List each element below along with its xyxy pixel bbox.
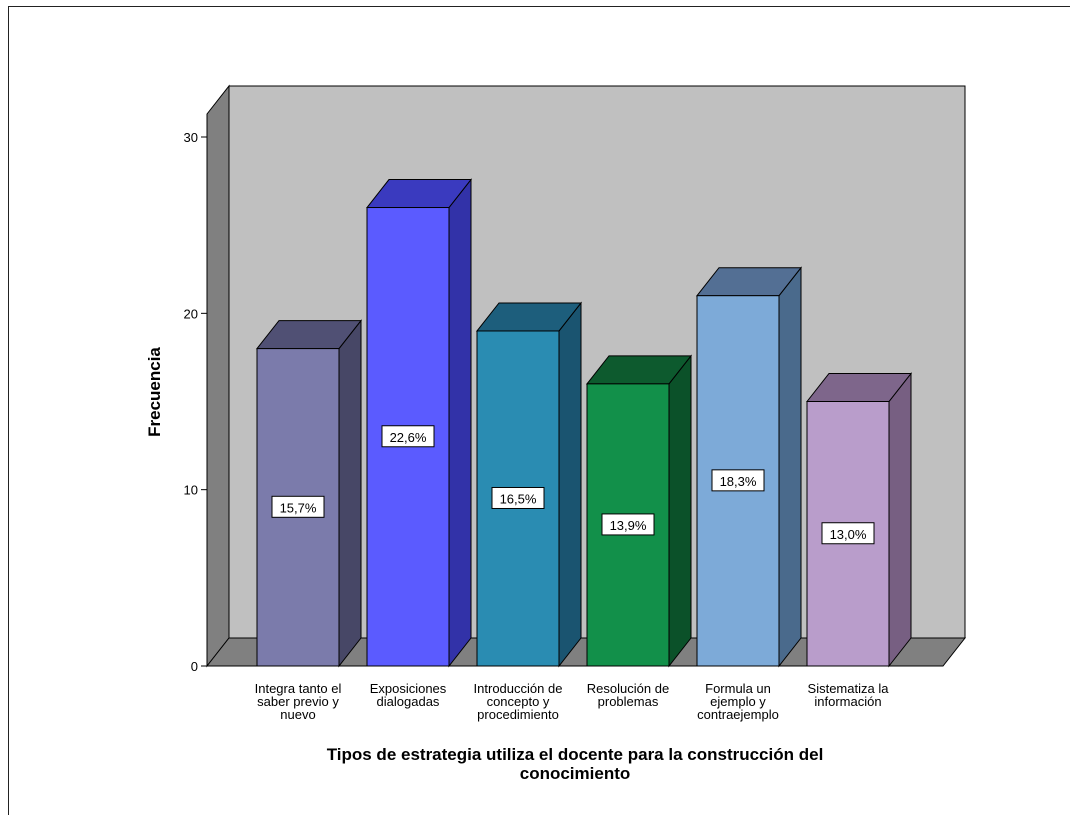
data-label: 15,7% — [280, 500, 317, 515]
data-label-box — [271, 495, 325, 518]
y-tick-label: 20 — [184, 306, 198, 321]
data-label-box — [821, 522, 875, 545]
category-label: Introducción de concepto y procedimiento — [474, 681, 563, 722]
bar-side — [888, 372, 912, 668]
bars: 15,7% 22,6% 16,5% 13,9% 18,3% 13,0% — [255, 178, 913, 668]
side-wall — [206, 84, 230, 668]
y-tick-label: 0 — [191, 659, 198, 674]
data-label: 13,0% — [830, 527, 867, 542]
bar: 13,0% — [805, 372, 913, 668]
category-label: Exposiciones dialogadas — [370, 681, 447, 709]
category-label: Sistematiza la información — [808, 681, 890, 709]
category-label: Formula un ejemplo y contraejemplo — [697, 681, 779, 722]
bar: 13,9% — [585, 354, 693, 668]
y-axis: 0 10 20 30 — [184, 114, 208, 674]
data-label-box — [601, 513, 655, 536]
bar-side — [668, 354, 692, 668]
data-label: 18,3% — [720, 474, 757, 489]
bar: 18,3% — [695, 266, 803, 668]
category-label: Integra tanto el saber previo y nuevo — [255, 681, 342, 722]
category-labels: Integra tanto el saber previo y nuevo Expos… — [255, 681, 890, 722]
category-label: Resolución de problemas — [587, 681, 669, 709]
y-tick-label: 10 — [184, 483, 198, 498]
bar-side — [338, 319, 362, 668]
bar-side — [558, 301, 582, 668]
y-axis-label: Frecuencia — [145, 347, 164, 437]
data-label: 13,9% — [610, 518, 647, 533]
data-label: 22,6% — [390, 430, 427, 445]
data-label-box — [381, 425, 435, 448]
bar-side — [778, 266, 802, 668]
bar: 16,5% — [475, 301, 583, 668]
data-label: 16,5% — [500, 491, 537, 506]
bar-side — [448, 178, 472, 668]
bar: 22,6% — [365, 178, 473, 668]
chart-frame — [8, 6, 1070, 815]
x-axis-label: Tipos de estrategia utiliza el docente p… — [327, 745, 824, 783]
data-label-box — [711, 469, 765, 492]
y-tick-label: 30 — [184, 130, 198, 145]
data-label-box — [491, 486, 545, 509]
bar: 15,7% — [255, 319, 363, 668]
